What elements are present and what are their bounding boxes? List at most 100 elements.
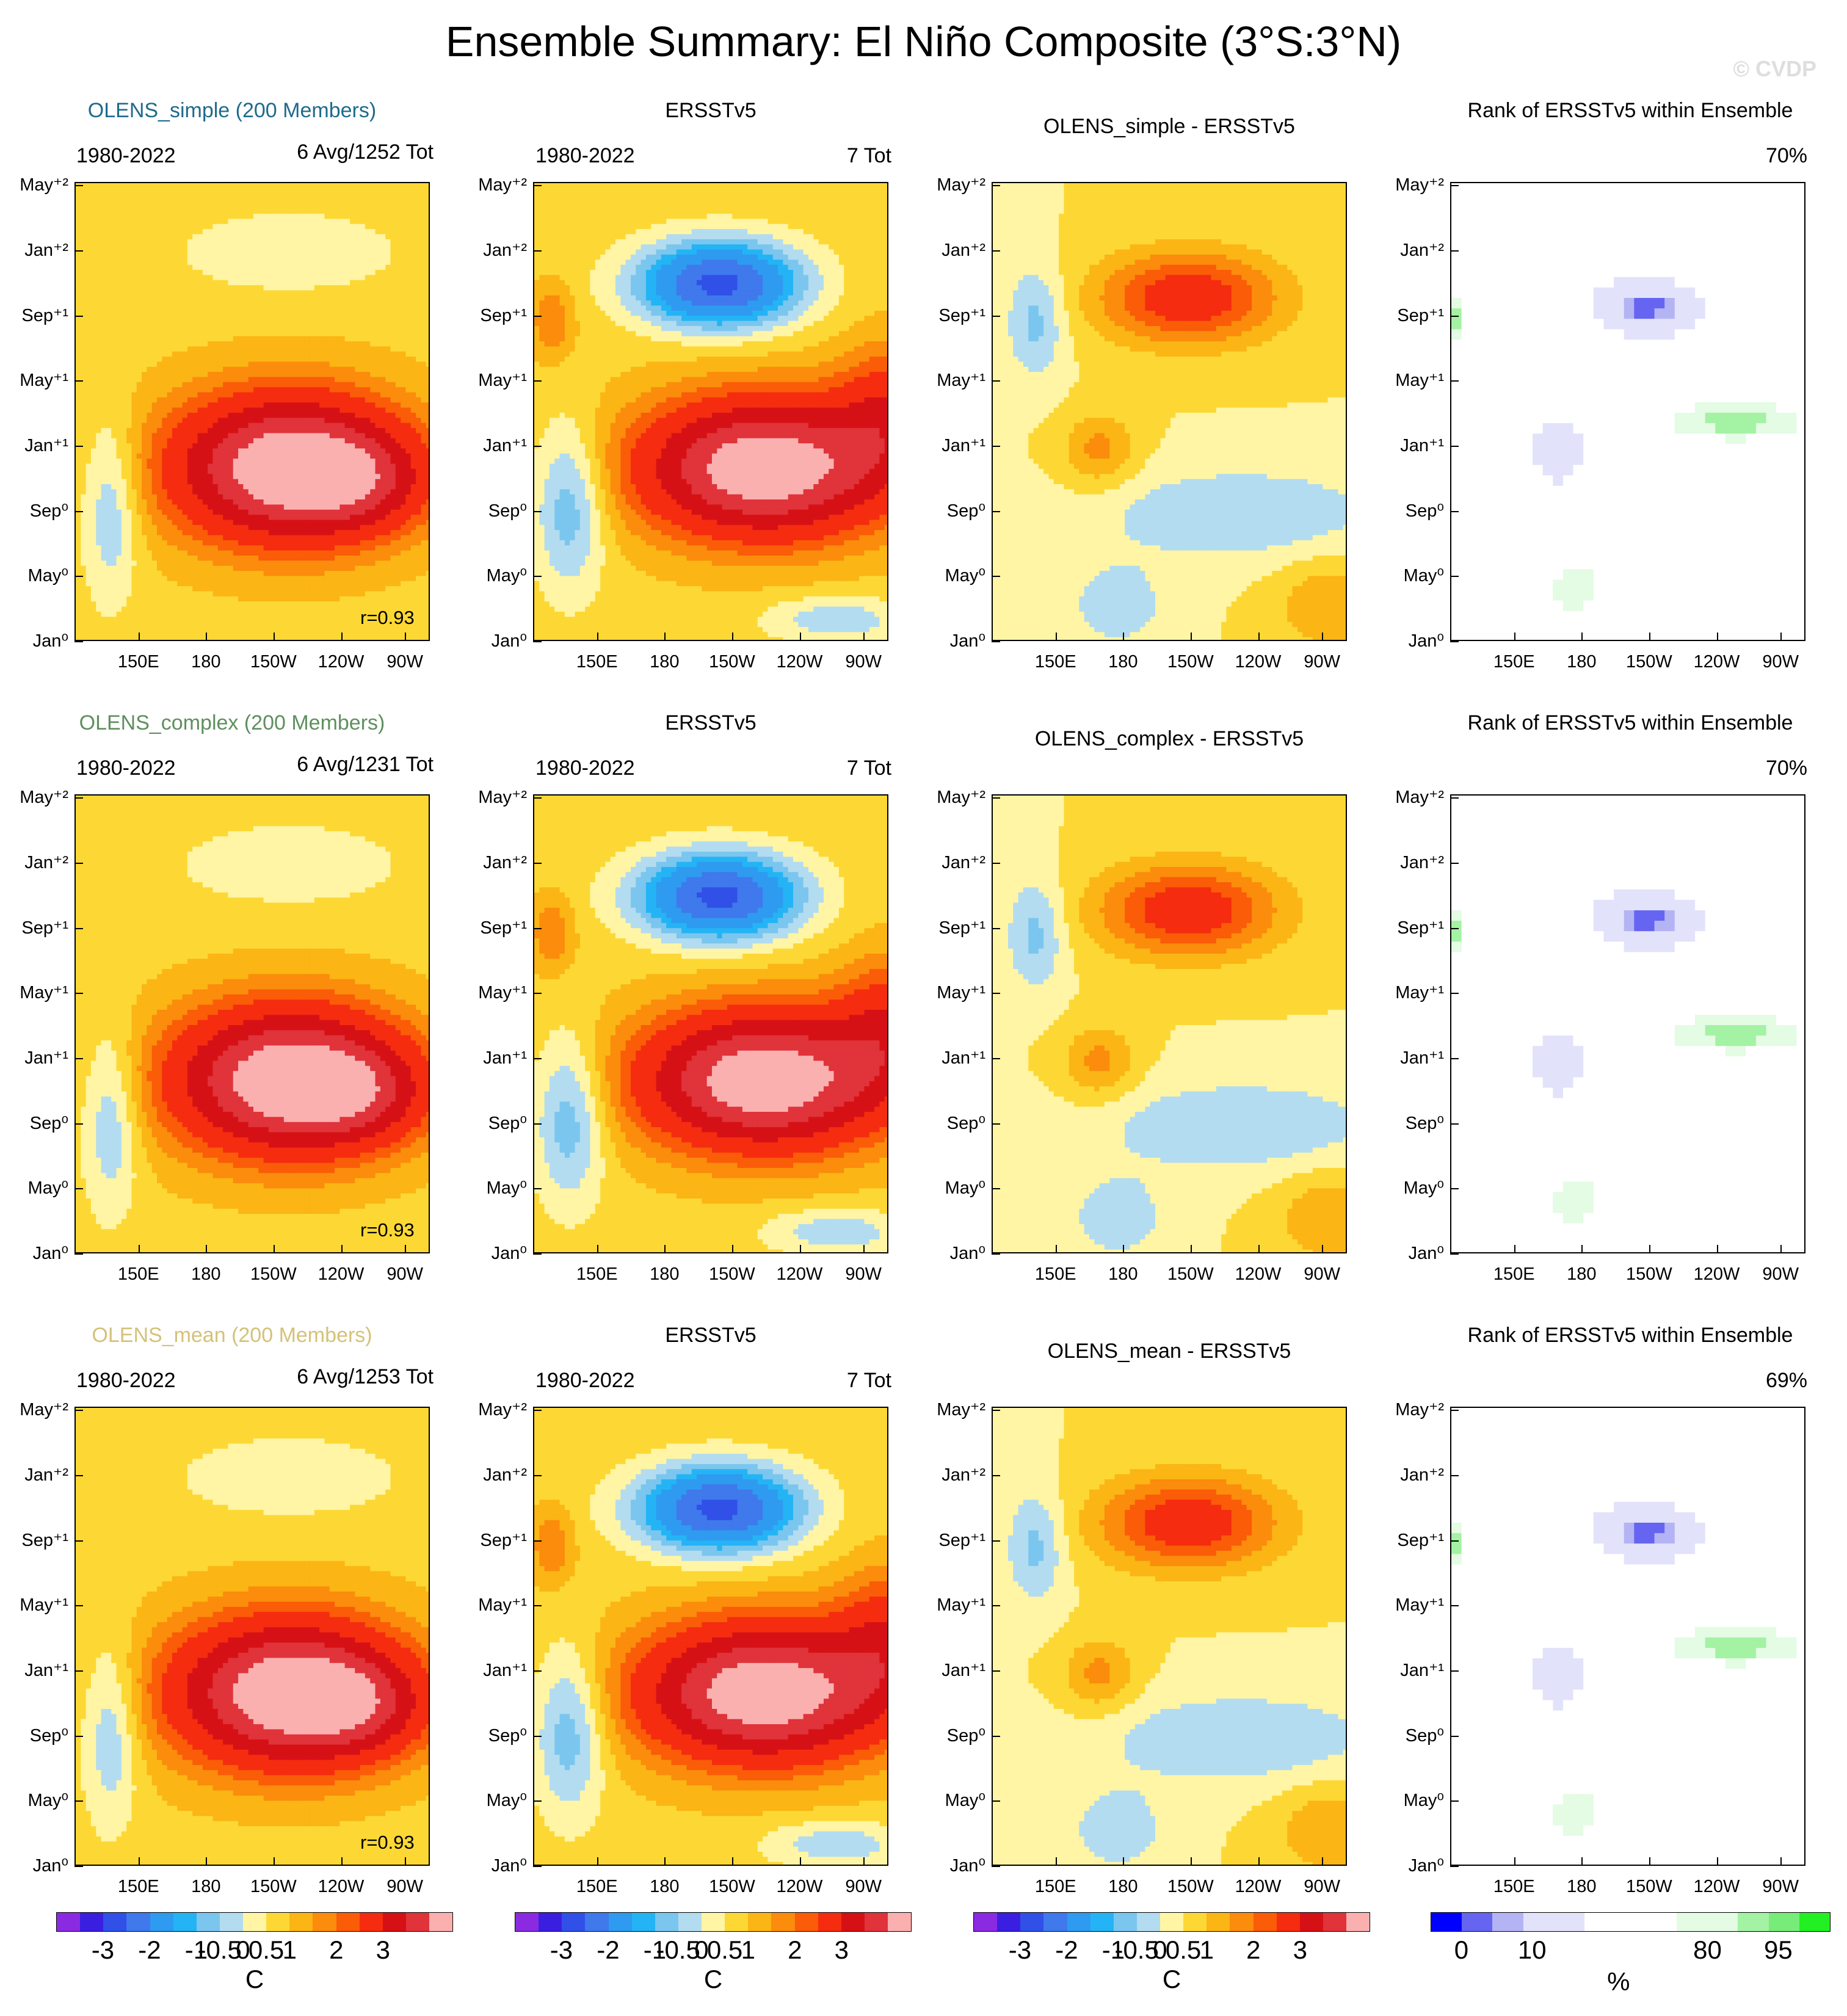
field-cell: [299, 275, 305, 280]
field-cell: [401, 377, 406, 383]
field-cell: [269, 448, 274, 454]
field-cell: [365, 346, 371, 352]
field-cell: [405, 530, 411, 535]
field-cell: [294, 255, 300, 260]
field-cell: [304, 219, 310, 224]
field-cell: [401, 443, 406, 449]
field-cell: [228, 464, 233, 470]
field-cell: [238, 214, 244, 219]
field-cell: [294, 540, 300, 546]
field-cell: [355, 244, 360, 250]
field-cell: [335, 459, 340, 464]
field-cell: [208, 234, 213, 240]
field-cell: [208, 300, 213, 306]
field-cell: [111, 316, 117, 321]
field-cell: [416, 280, 421, 286]
field-cell: [76, 433, 81, 438]
field-cell: [243, 250, 249, 255]
field-cell: [411, 285, 416, 291]
field-cell: [294, 280, 300, 286]
field-cell: [101, 459, 107, 464]
field-cell: [279, 341, 285, 347]
field-cell: [122, 469, 127, 474]
field-cell: [111, 499, 117, 505]
field-cell: [355, 504, 360, 510]
field-cell: [319, 296, 325, 301]
field-cell: [177, 530, 183, 535]
field-cell: [401, 270, 406, 275]
field-cell: [289, 367, 294, 372]
field-cell: [289, 510, 294, 515]
field-cell: [324, 357, 330, 362]
field-cell: [294, 464, 300, 470]
field-cell: [101, 443, 107, 449]
field-cell: [81, 525, 86, 531]
field-cell: [162, 326, 167, 332]
field-cell: [86, 382, 92, 388]
field-cell: [203, 270, 208, 275]
field-cell: [122, 316, 127, 321]
field-cell: [203, 372, 208, 377]
field-cell: [304, 285, 310, 291]
field-cell: [360, 504, 366, 510]
field-cell: [142, 250, 147, 255]
field-cell: [330, 372, 335, 377]
field-cell: [177, 250, 183, 255]
field-cell: [279, 306, 285, 311]
field-cell: [167, 188, 173, 194]
field-cell: [269, 428, 274, 433]
field-cell: [101, 454, 107, 459]
field-cell: [264, 418, 269, 423]
field-cell: [167, 336, 173, 342]
field-cell: [405, 188, 411, 194]
field-cell: [218, 352, 223, 357]
field-cell: [360, 244, 366, 250]
field-cell: [192, 183, 198, 189]
field-cell: [253, 250, 259, 255]
field-cell: [152, 357, 158, 362]
field-cell: [249, 382, 254, 388]
field-cell: [264, 188, 269, 194]
field-cell: [117, 352, 122, 357]
field-cell: [117, 357, 122, 362]
field-cell: [177, 423, 183, 429]
field-cell: [370, 397, 376, 403]
field-cell: [416, 443, 421, 449]
field-cell: [319, 464, 325, 470]
field-cell: [218, 290, 223, 296]
field-cell: [111, 306, 117, 311]
field-cell: [309, 214, 314, 219]
field-cell: [152, 367, 158, 372]
field-cell: [208, 229, 213, 234]
field-cell: [294, 510, 300, 515]
field-cell: [106, 209, 112, 214]
field-cell: [289, 188, 294, 194]
field-cell: [152, 402, 158, 408]
field-cell: [183, 239, 188, 245]
field-cell: [177, 300, 183, 306]
field-cell: [309, 438, 314, 444]
field-cell: [152, 300, 158, 306]
field-cell: [172, 346, 178, 352]
field-cell: [187, 250, 193, 255]
field-cell: [86, 489, 92, 495]
field-cell: [269, 285, 274, 291]
field-cell: [167, 377, 173, 383]
field-cell: [187, 280, 193, 286]
field-cell: [96, 469, 101, 474]
field-cell: [117, 306, 122, 311]
field-cell: [76, 203, 81, 209]
field-cell: [339, 296, 345, 301]
field-cell: [299, 525, 305, 531]
field-cell: [203, 367, 208, 372]
field-cell: [258, 239, 264, 245]
field-cell: [304, 306, 310, 311]
field-cell: [421, 438, 426, 444]
field-cell: [91, 352, 96, 357]
field-cell: [86, 336, 92, 342]
field-cell: [91, 336, 96, 342]
field-cell: [269, 346, 274, 352]
field-cell: [355, 448, 360, 454]
field-cell: [426, 285, 430, 291]
field-cell: [218, 183, 223, 189]
